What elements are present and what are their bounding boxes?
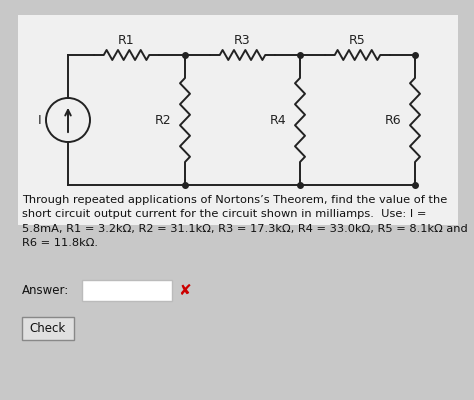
- Text: ✘: ✘: [178, 282, 191, 298]
- Text: I: I: [37, 114, 41, 126]
- Text: Answer:: Answer:: [22, 284, 69, 296]
- Text: Check: Check: [30, 322, 66, 334]
- Bar: [82, 280, 172, 301]
- Bar: [18, 15, 458, 225]
- Text: Through repeated applications of Nortons’s Theorem, find the value of the
short : Through repeated applications of Nortons…: [22, 195, 468, 248]
- Text: R2: R2: [155, 114, 171, 126]
- Text: R5: R5: [349, 34, 366, 47]
- Text: R3: R3: [234, 34, 251, 47]
- Bar: [22, 317, 74, 340]
- Text: R1: R1: [118, 34, 135, 47]
- Text: R6: R6: [384, 114, 401, 126]
- Text: R4: R4: [269, 114, 286, 126]
